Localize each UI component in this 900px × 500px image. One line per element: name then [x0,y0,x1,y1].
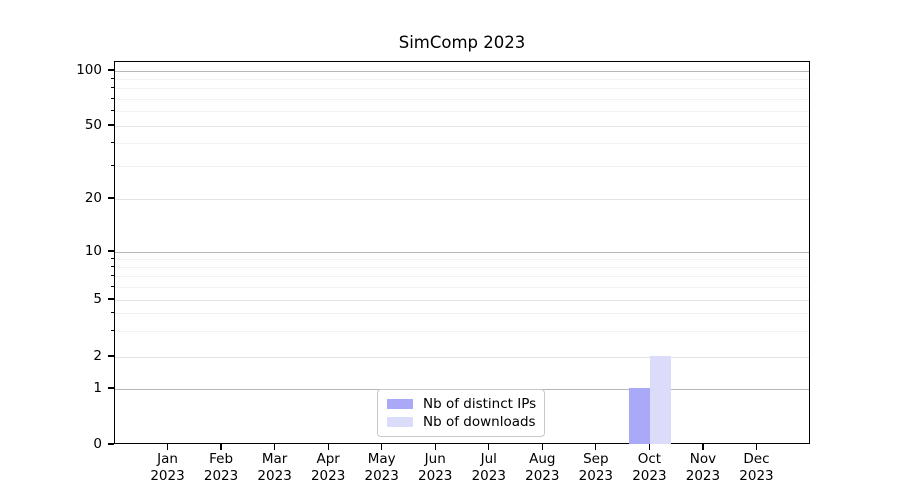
y-axis-tick-mark [108,355,114,357]
y-axis-tick-label: 100 [76,61,102,78]
y-axis-tick-label: 0 [93,435,102,452]
x-axis-tick-label: Dec 2023 [739,451,774,484]
y-axis-tick-mark [108,443,114,445]
gridline-minor [115,166,809,168]
y-axis-tick-label: 20 [84,189,102,206]
x-axis-tick-label: Oct 2023 [632,451,667,484]
y-axis-tick-label: 2 [93,347,102,364]
y-axis-tick-mark [108,298,114,300]
gridline-minor [115,286,809,288]
y-axis-minor-tick-mark [110,257,114,259]
x-axis-tick-mark [434,444,436,450]
y-axis-minor-tick-mark [110,285,114,287]
x-axis-tick-mark [541,444,543,450]
x-axis-tick-label: Sep 2023 [578,451,614,484]
legend-item-distinct-ips: Nb of distinct IPs [387,396,537,412]
y-axis-minor-tick-mark [110,97,114,99]
x-axis-tick-mark [381,444,383,450]
x-axis-tick-label: Nov 2023 [685,451,721,484]
gridline-minor [115,258,809,260]
y-axis-minor-tick-mark [110,110,114,112]
x-axis-tick-mark [702,444,704,450]
gridline-minor [115,98,809,100]
x-axis-tick-label: Jul 2023 [471,451,506,484]
y-axis-minor-tick-mark [110,87,114,89]
bar-nb-of-distinct-ips-oct-2023 [629,387,651,444]
plot-area [114,61,810,444]
gridline-decade [115,251,809,253]
y-axis-tick-mark [108,387,114,389]
legend-swatch-downloads [387,417,413,427]
y-axis-tick-label: 10 [84,242,102,259]
gridline-minor [115,111,809,113]
x-axis-tick-mark [220,444,222,450]
y-axis-tick-mark [108,69,114,71]
y-axis-minor-tick-mark [110,330,114,332]
gridline-minor [115,276,809,278]
x-axis-tick-label: Mar 2023 [257,451,292,484]
x-axis-tick-label: Feb 2023 [203,451,239,484]
y-axis-tick-mark [108,197,114,199]
gridline-minor [115,313,809,315]
legend-item-downloads: Nb of downloads [387,414,536,430]
x-axis-tick-label: Jun 2023 [418,451,453,484]
gridline-decade [115,70,809,72]
gridline-minor [115,331,809,333]
gridline-major [115,125,809,127]
y-axis-minor-tick-mark [110,312,114,314]
y-axis-tick-label: 1 [93,379,102,396]
x-axis-tick-label: Aug 2023 [525,451,560,484]
x-axis-tick-mark [595,444,597,450]
x-axis-tick-mark [755,444,758,450]
x-axis-tick-label: May 2023 [364,451,399,484]
x-axis-tick-label: Apr 2023 [310,451,346,484]
y-axis-minor-tick-mark [110,275,114,277]
y-axis-minor-tick-mark [110,77,114,79]
x-axis-tick-mark [648,444,650,450]
y-axis-tick-mark [108,250,114,252]
gridline-minor [115,143,809,145]
legend-swatch-distinct-ips [387,399,413,409]
y-axis-tick-label: 50 [84,116,102,133]
legend-label-distinct-ips: Nb of distinct IPs [423,396,537,412]
legend-label-downloads: Nb of downloads [423,414,536,430]
y-axis-minor-tick-mark [110,265,114,267]
x-axis-tick-mark [274,444,276,450]
gridline-minor [115,266,809,268]
legend: Nb of distinct IPs Nb of downloads [377,389,545,437]
gridline-major [115,299,809,301]
gridline-major [115,198,809,200]
x-axis-tick-mark [166,444,169,450]
x-axis-tick-mark [488,444,490,450]
gridline-major [115,356,809,358]
x-axis-tick-label: Jan 2023 [150,451,185,484]
y-axis-tick-mark [108,124,114,126]
y-axis-tick-label: 5 [93,290,102,307]
x-axis-tick-mark [327,444,329,450]
gridline-minor [115,78,809,80]
y-axis-minor-tick-mark [110,142,114,144]
chart-title: SimComp 2023 [398,33,526,52]
bar-nb-of-downloads-oct-2023 [650,355,672,444]
y-axis-minor-tick-mark [110,165,114,167]
gridline-minor [115,88,809,90]
